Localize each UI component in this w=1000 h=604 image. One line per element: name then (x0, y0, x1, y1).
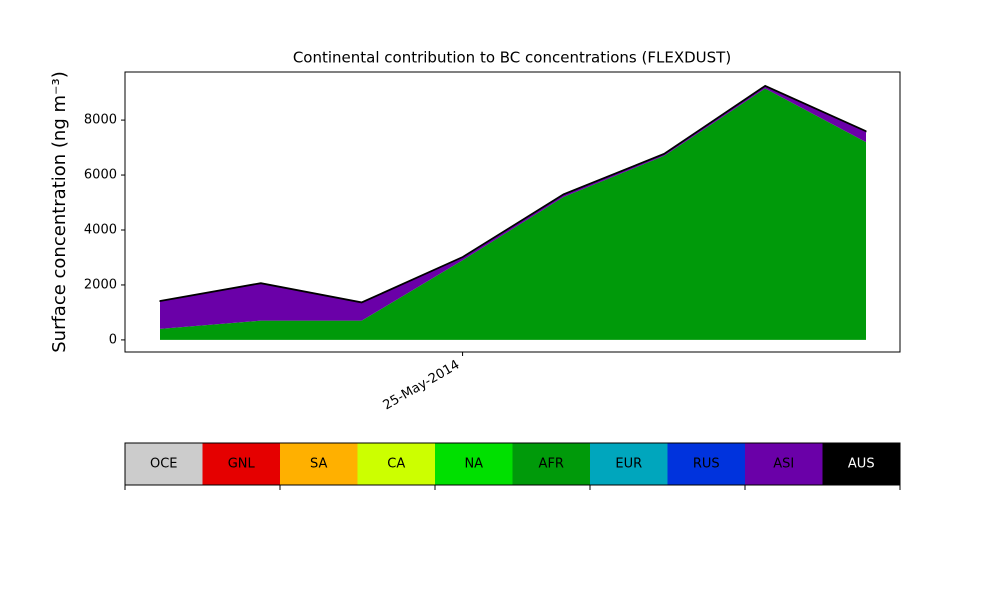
legend-swatch (745, 443, 823, 485)
y-tick-label: 4000 (84, 222, 117, 237)
plot-frame (124, 71, 901, 353)
legend-label: SA (310, 457, 327, 472)
y-axis-label: Surface concentration (ng m⁻³) (49, 71, 70, 353)
area (160, 86, 866, 329)
legend-swatch (125, 443, 203, 485)
legend-label: OCE (150, 457, 178, 472)
legend-label: AFR (539, 457, 564, 472)
legend-label: ASI (773, 457, 794, 472)
x-tick-label: 25-May-2014 (381, 358, 463, 414)
y-tick-label: 2000 (84, 277, 117, 292)
legend-swatch (512, 443, 591, 485)
y-tick-label: 0 (109, 332, 117, 347)
legend-swatch (435, 443, 513, 485)
legend-swatch (590, 443, 668, 485)
legend-swatch (202, 443, 281, 485)
legend-swatch (357, 443, 436, 485)
legend-label: AUS (848, 457, 875, 472)
y-tick-label: 8000 (84, 113, 117, 128)
legend-label: RUS (693, 457, 720, 472)
legend-label: NA (464, 457, 483, 472)
y-tick-label: 6000 (84, 168, 117, 183)
legend-swatch (667, 443, 746, 485)
legend-label: EUR (615, 457, 642, 472)
legend-frame (124, 442, 901, 486)
legend-label: CA (387, 457, 405, 472)
area (159, 84, 867, 304)
area (160, 88, 866, 340)
legend-swatch (280, 443, 358, 485)
chart-title: Continental contribution to BC concentra… (293, 49, 731, 67)
legend-swatch (822, 443, 901, 485)
legend-label: GNL (228, 457, 256, 472)
